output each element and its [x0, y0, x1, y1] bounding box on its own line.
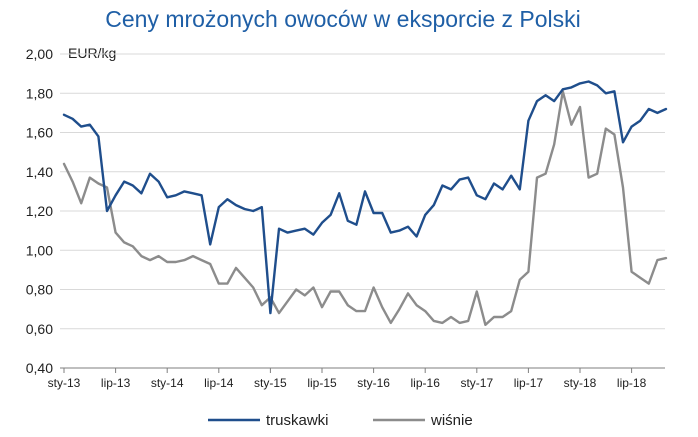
x-tick-label: lip-15	[307, 376, 337, 390]
series-line-wisnie	[62, 90, 668, 326]
legend-label-wisnie: wiśnie	[430, 412, 473, 429]
series-line-truskawki	[62, 80, 668, 315]
y-axis-unit-label: EUR/kg	[68, 45, 116, 61]
x-tick-label: lip-16	[411, 376, 441, 390]
y-axis-ticks: 2,00 1,80 1,60 1,40 1,20 1,00 0,80 0,60 0,40	[26, 46, 53, 376]
x-tick-label: sty-16	[357, 376, 390, 390]
y-tick-label: 0,60	[26, 321, 53, 337]
legend-label-truskawki: truskawki	[266, 412, 329, 429]
y-tick-label: 1,20	[26, 203, 53, 219]
chart-title: Ceny mrożonych owoców w eksporcie z Pols…	[105, 6, 581, 32]
x-tick-label: sty-14	[151, 376, 184, 390]
y-tick-label: 2,00	[26, 46, 53, 62]
y-tick-label: 1,80	[26, 85, 53, 101]
x-tick-label: lip-14	[204, 376, 234, 390]
legend: truskawki wiśnie	[208, 412, 473, 429]
x-tick-label: lip-18	[617, 376, 647, 390]
x-axis-ticks: sty-13 lip-13 sty-14 lip-14 sty-15 lip-15 sty-…	[48, 368, 647, 390]
x-tick-label: lip-13	[101, 376, 131, 390]
y-tick-label: 1,00	[26, 242, 53, 258]
x-tick-label: sty-15	[254, 376, 287, 390]
series-lines	[62, 80, 668, 326]
y-tick-label: 0,40	[26, 360, 53, 376]
y-tick-label: 0,80	[26, 282, 53, 298]
y-tick-label: 1,40	[26, 164, 53, 180]
gridlines	[60, 53, 665, 369]
x-tick-label: lip-17	[514, 376, 544, 390]
x-tick-label: sty-13	[48, 376, 81, 390]
x-tick-label: sty-17	[460, 376, 493, 390]
x-tick-label: sty-18	[564, 376, 597, 390]
y-tick-label: 1,60	[26, 125, 53, 141]
